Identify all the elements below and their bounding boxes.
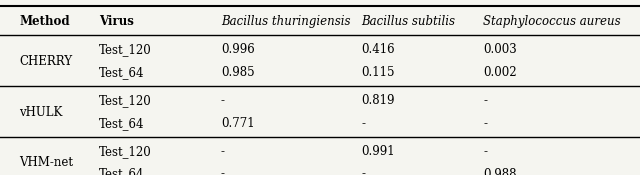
Text: CHERRY: CHERRY xyxy=(19,55,72,68)
Text: 0.771: 0.771 xyxy=(221,117,255,130)
Text: Bacillus subtilis: Bacillus subtilis xyxy=(362,15,456,28)
Text: 0.115: 0.115 xyxy=(362,66,395,79)
Text: Bacillus thuringiensis: Bacillus thuringiensis xyxy=(221,15,350,28)
Text: -: - xyxy=(362,168,365,175)
Text: Test_120: Test_120 xyxy=(99,94,152,107)
Text: vHULK: vHULK xyxy=(19,106,63,118)
Text: -: - xyxy=(483,117,487,130)
Text: 0.996: 0.996 xyxy=(221,43,255,56)
Text: -: - xyxy=(483,145,487,158)
Text: -: - xyxy=(221,145,225,158)
Text: Test_64: Test_64 xyxy=(99,168,145,175)
Text: -: - xyxy=(221,168,225,175)
Text: Virus: Virus xyxy=(99,15,134,28)
Text: Test_64: Test_64 xyxy=(99,66,145,79)
Text: Test_64: Test_64 xyxy=(99,117,145,130)
Text: -: - xyxy=(483,94,487,107)
Text: 0.003: 0.003 xyxy=(483,43,517,56)
Text: 0.985: 0.985 xyxy=(221,66,255,79)
Text: 0.988: 0.988 xyxy=(483,168,516,175)
Text: Method: Method xyxy=(19,15,70,28)
Text: Test_120: Test_120 xyxy=(99,43,152,56)
Text: -: - xyxy=(221,94,225,107)
Text: 0.416: 0.416 xyxy=(362,43,396,56)
Text: 0.002: 0.002 xyxy=(483,66,517,79)
Text: -: - xyxy=(362,117,365,130)
Text: Test_120: Test_120 xyxy=(99,145,152,158)
Text: VHM-net: VHM-net xyxy=(19,156,73,169)
Text: 0.819: 0.819 xyxy=(362,94,395,107)
Text: 0.991: 0.991 xyxy=(362,145,396,158)
Text: Staphylococcus aureus: Staphylococcus aureus xyxy=(483,15,621,28)
